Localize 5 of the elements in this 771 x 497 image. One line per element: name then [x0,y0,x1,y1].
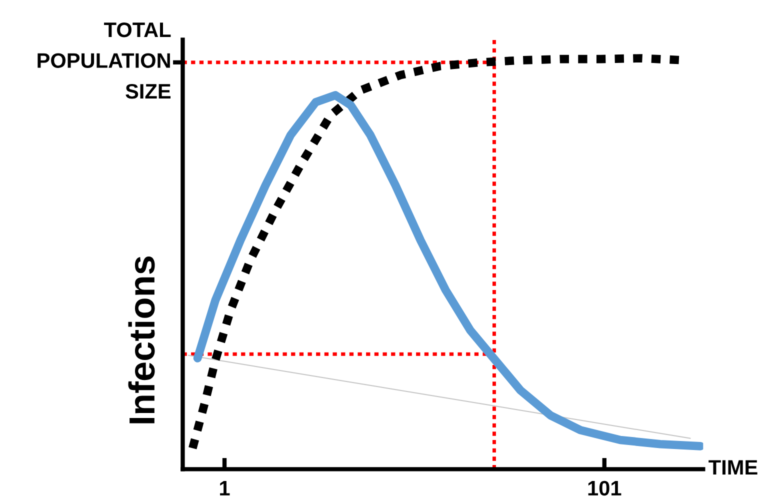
ref-line-label: TOTAL POPULATION SIZE [38,22,171,99]
x-axis-title: TIME [708,460,758,475]
x-tick-label: 101 [588,480,622,496]
x-tick-label: 1 [220,481,230,496]
y-axis-title: Infections [128,256,155,424]
